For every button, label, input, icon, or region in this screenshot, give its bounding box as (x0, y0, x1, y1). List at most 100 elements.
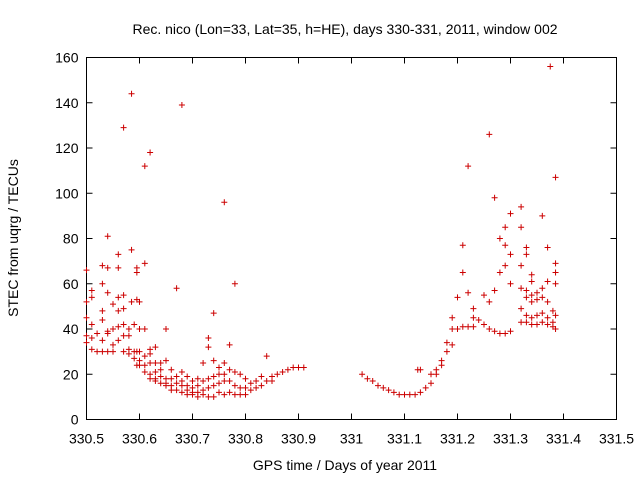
data-point (502, 224, 509, 231)
data-point (226, 341, 233, 348)
data-point (481, 321, 487, 328)
data-point (104, 233, 111, 240)
data-point (141, 368, 148, 375)
data-point (99, 316, 106, 323)
data-point (364, 375, 371, 382)
data-point (184, 391, 191, 398)
data-point (247, 380, 254, 387)
data-point (518, 319, 525, 326)
data-point (147, 359, 154, 366)
data-point (269, 378, 275, 385)
data-point (369, 378, 376, 385)
data-point (152, 378, 159, 385)
data-point (104, 264, 111, 271)
data-point (99, 337, 106, 344)
x-axis-label: GPS time / Days of year 2011 (253, 457, 437, 473)
data-point (99, 307, 106, 314)
chart-title: Rec. nico (Lon=33, Lat=35, h=HE), days 3… (132, 21, 557, 37)
data-point (428, 371, 434, 378)
data-point (496, 235, 503, 242)
data-point (518, 285, 525, 292)
x-tick-label: 330.8 (228, 431, 263, 447)
data-point (210, 310, 217, 317)
data-point (104, 348, 111, 355)
data-point (253, 384, 260, 391)
data-point (385, 387, 392, 394)
data-point (125, 350, 132, 357)
data-point (523, 319, 530, 326)
data-point (295, 364, 302, 371)
data-point (141, 260, 148, 267)
data-point (231, 382, 238, 389)
data-point (475, 316, 482, 323)
data-point (115, 307, 122, 314)
data-point (539, 285, 546, 292)
data-point (534, 321, 540, 328)
x-tick-label: 331.4 (546, 431, 581, 447)
data-point (454, 294, 461, 301)
data-point (470, 305, 477, 312)
y-tick-label: 140 (55, 95, 79, 111)
data-point (491, 328, 498, 335)
data-point (88, 294, 95, 301)
data-point (486, 298, 493, 305)
data-point (110, 341, 116, 348)
data-point (152, 359, 159, 366)
data-point (417, 389, 424, 396)
data-point (449, 341, 456, 348)
y-tick-label: 60 (63, 276, 79, 292)
data-point (263, 353, 270, 360)
data-point (221, 378, 228, 385)
data-point (210, 393, 217, 400)
data-point (422, 384, 429, 391)
data-point (184, 373, 191, 380)
data-point (205, 335, 212, 342)
data-point (178, 102, 185, 109)
data-point (528, 292, 535, 299)
data-point (496, 269, 503, 276)
data-point (83, 267, 90, 274)
x-tick-label: 331.1 (387, 431, 422, 447)
data-point (173, 373, 180, 380)
data-point (205, 375, 212, 382)
x-tick-label: 331.5 (599, 431, 634, 447)
data-point (88, 346, 95, 353)
data-point (544, 321, 551, 328)
data-point (443, 348, 450, 355)
data-point (226, 366, 233, 373)
data-point (523, 287, 530, 294)
data-point (534, 312, 540, 319)
data-point (83, 339, 90, 346)
data-point (359, 371, 366, 378)
y-axis-ticks: 0 20 40 60 80 100 120 140 160 (55, 50, 617, 428)
data-point (552, 312, 559, 319)
data-point (152, 344, 159, 351)
data-point (136, 362, 143, 369)
data-point (115, 337, 122, 344)
data-point (125, 326, 132, 332)
data-point (99, 280, 106, 287)
data-point (539, 310, 546, 317)
data-point (128, 298, 135, 305)
data-point (147, 350, 154, 357)
data-point (178, 368, 185, 375)
data-point (290, 364, 297, 371)
data-point (110, 348, 116, 355)
data-point (279, 368, 286, 375)
data-point (544, 244, 551, 251)
data-point (237, 391, 244, 398)
data-point (200, 391, 207, 398)
data-point (237, 384, 244, 391)
data-point (110, 301, 116, 308)
data-point (454, 326, 461, 332)
data-point (178, 389, 185, 396)
data-point (163, 382, 169, 389)
data-point (157, 373, 164, 380)
data-point (552, 269, 559, 276)
data-point (210, 382, 217, 389)
data-point (152, 368, 159, 375)
data-point (486, 326, 493, 332)
data-point (242, 391, 249, 398)
data-point (221, 359, 228, 366)
data-point (189, 378, 196, 385)
